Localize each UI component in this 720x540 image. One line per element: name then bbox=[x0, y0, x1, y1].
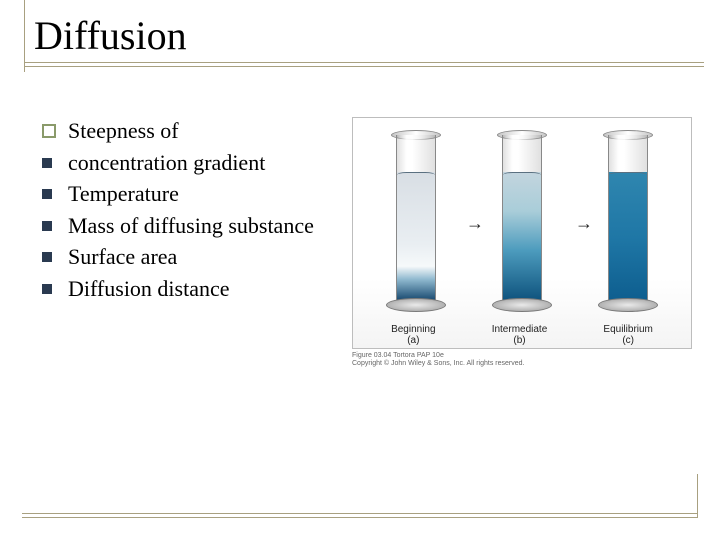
liquid-b bbox=[503, 172, 541, 303]
cylinder-base bbox=[492, 298, 552, 312]
caption-c: Equilibrium (c) bbox=[603, 324, 652, 346]
slide: Diffusion Steepness of concentration gra… bbox=[0, 0, 720, 540]
caption-sub: (a) bbox=[391, 335, 435, 346]
footer-rule bbox=[22, 517, 698, 518]
bullet-text: Mass of diffusing substance bbox=[68, 212, 342, 240]
bullet-text: concentration gradient bbox=[68, 149, 342, 177]
caption-label: Beginning bbox=[391, 324, 435, 335]
bullet-text: Diffusion distance bbox=[68, 275, 342, 303]
arrow-icon: → bbox=[466, 213, 484, 234]
figure-credit: Figure 03.04 Tortora PAP 10e Copyright ©… bbox=[352, 352, 692, 369]
list-item: Mass of diffusing substance bbox=[42, 212, 342, 240]
cylinder-base bbox=[386, 298, 446, 312]
footer-rule-inner bbox=[22, 513, 698, 514]
square-fill-icon bbox=[42, 252, 52, 262]
caption-sub: (b) bbox=[492, 335, 548, 346]
cylinder-glass bbox=[502, 135, 542, 303]
list-item: Steepness of bbox=[42, 117, 342, 145]
cylinder-glass bbox=[396, 135, 436, 303]
cylinder-base bbox=[598, 298, 658, 312]
square-outline-icon bbox=[42, 124, 56, 138]
liquid-a bbox=[397, 172, 435, 303]
caption-a: Beginning (a) bbox=[391, 324, 435, 346]
liquid-c bbox=[609, 172, 647, 303]
footer-rule-vertical bbox=[697, 474, 698, 518]
bullet-list: Steepness of concentration gradient Temp… bbox=[42, 117, 342, 369]
list-item: Surface area bbox=[42, 243, 342, 271]
square-fill-icon bbox=[42, 284, 52, 294]
arrow-icon: → bbox=[575, 213, 593, 234]
square-fill-icon bbox=[42, 189, 52, 199]
cylinder-glass bbox=[608, 135, 648, 303]
tube-b bbox=[472, 130, 572, 320]
credit-line: Copyright © John Wiley & Sons, Inc. All … bbox=[352, 360, 692, 368]
list-item: Diffusion distance bbox=[42, 275, 342, 303]
bullet-text: Temperature bbox=[68, 180, 342, 208]
figure-frame: → → Beginning (a) Intermediate (b) Equil… bbox=[352, 117, 692, 349]
caption-sub: (c) bbox=[603, 335, 652, 346]
square-fill-icon bbox=[42, 221, 52, 231]
diffusion-figure: → → Beginning (a) Intermediate (b) Equil… bbox=[352, 117, 692, 369]
bullet-text: Steepness of bbox=[68, 117, 342, 145]
list-item: concentration gradient bbox=[42, 149, 342, 177]
list-item: Temperature bbox=[42, 180, 342, 208]
title-rule-bottom bbox=[24, 66, 704, 67]
tubes-row bbox=[353, 118, 691, 320]
tube-a bbox=[366, 130, 466, 320]
tube-c bbox=[578, 130, 678, 320]
square-fill-icon bbox=[42, 158, 52, 168]
bullet-text: Surface area bbox=[68, 243, 342, 271]
caption-label: Intermediate bbox=[492, 324, 548, 335]
content-row: Steepness of concentration gradient Temp… bbox=[24, 117, 696, 369]
title-region: Diffusion bbox=[24, 12, 696, 67]
caption-label: Equilibrium bbox=[603, 324, 652, 335]
slide-title: Diffusion bbox=[34, 12, 696, 59]
caption-b: Intermediate (b) bbox=[492, 324, 548, 346]
figure-captions: Beginning (a) Intermediate (b) Equilibri… bbox=[353, 324, 691, 346]
title-rule-top bbox=[24, 62, 704, 63]
